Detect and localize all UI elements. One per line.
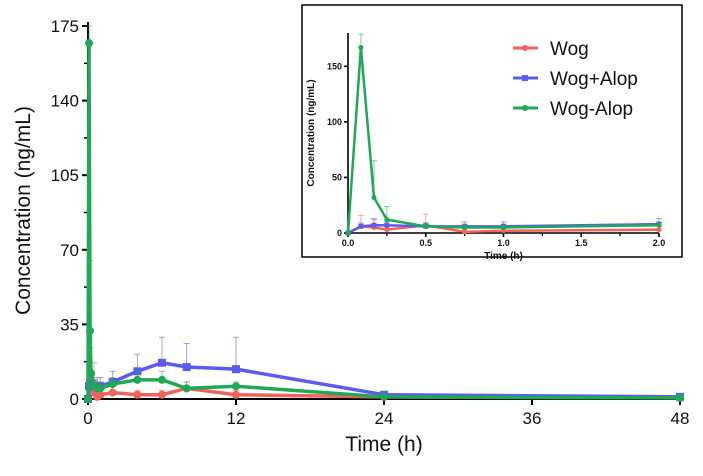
y-tick-label: 150 bbox=[327, 61, 342, 71]
y-axis-title: Concentration (ng/mL) bbox=[306, 79, 317, 186]
data-point bbox=[96, 390, 105, 399]
data-point bbox=[96, 384, 105, 393]
data-point bbox=[462, 224, 468, 230]
y-axis-title: Concentration (ng/mL) bbox=[12, 106, 35, 315]
series-line-Wog-Alop bbox=[86, 43, 681, 400]
data-point bbox=[133, 390, 142, 399]
data-point bbox=[232, 382, 240, 391]
data-point bbox=[85, 39, 94, 48]
legend-label: Wog bbox=[550, 39, 589, 60]
x-tick-label: 2.0 bbox=[653, 238, 666, 248]
data-point bbox=[384, 217, 390, 223]
inset-frame bbox=[301, 4, 683, 258]
x-tick-label: 1.0 bbox=[497, 238, 510, 248]
data-point bbox=[423, 223, 429, 229]
y-tick-label: 105 bbox=[51, 166, 79, 185]
x-tick-label: 36 bbox=[523, 409, 542, 428]
data-point bbox=[87, 369, 96, 378]
x-tick-label: 24 bbox=[375, 409, 394, 428]
x-axis-title: Time (h) bbox=[345, 433, 422, 456]
y-tick-label: 0 bbox=[337, 228, 342, 238]
data-point bbox=[182, 363, 191, 372]
x-tick-label: 0 bbox=[83, 409, 92, 428]
y-tick-label: 50 bbox=[332, 172, 342, 182]
legend-marker bbox=[522, 75, 528, 81]
x-tick-label: 0.5 bbox=[419, 238, 432, 248]
data-point bbox=[108, 380, 117, 389]
data-point bbox=[656, 222, 662, 228]
x-axis-title: Time (h) bbox=[484, 251, 523, 262]
x-tick-label: 12 bbox=[227, 409, 246, 428]
legend-label: Wog+Alop bbox=[550, 69, 638, 90]
data-point bbox=[232, 365, 240, 374]
x-tick-label: 1.5 bbox=[575, 238, 588, 248]
y-tick-label: 175 bbox=[51, 17, 79, 36]
data-point bbox=[371, 194, 377, 200]
data-point bbox=[86, 326, 95, 335]
y-tick-label: 70 bbox=[60, 241, 79, 260]
y-tick-label: 100 bbox=[327, 117, 342, 127]
data-point bbox=[676, 393, 684, 402]
data-point bbox=[182, 384, 191, 393]
legend-label: Wog-Alop bbox=[550, 99, 633, 120]
legend-marker bbox=[522, 45, 528, 51]
data-point bbox=[501, 224, 506, 230]
data-point bbox=[133, 375, 142, 384]
data-point bbox=[158, 390, 166, 399]
data-point bbox=[232, 390, 240, 399]
data-point bbox=[84, 395, 92, 403]
y-tick-label: 140 bbox=[51, 92, 79, 111]
data-point bbox=[371, 222, 377, 228]
data-point bbox=[358, 44, 364, 50]
legend-marker bbox=[522, 105, 528, 111]
data-point bbox=[108, 388, 117, 397]
x-tick-label: 48 bbox=[671, 409, 690, 428]
data-point bbox=[358, 223, 364, 229]
data-point bbox=[158, 375, 166, 384]
x-tick-label: 0.0 bbox=[342, 238, 355, 248]
data-point bbox=[656, 227, 662, 233]
data-point bbox=[380, 392, 388, 401]
series-line-Wog-Alop bbox=[346, 47, 660, 234]
data-point bbox=[345, 230, 351, 236]
data-point bbox=[462, 229, 468, 235]
y-tick-label: 35 bbox=[60, 315, 79, 334]
data-point bbox=[158, 358, 166, 367]
y-tick-label: 0 bbox=[70, 390, 79, 409]
data-point bbox=[384, 227, 390, 233]
data-point bbox=[384, 222, 390, 228]
